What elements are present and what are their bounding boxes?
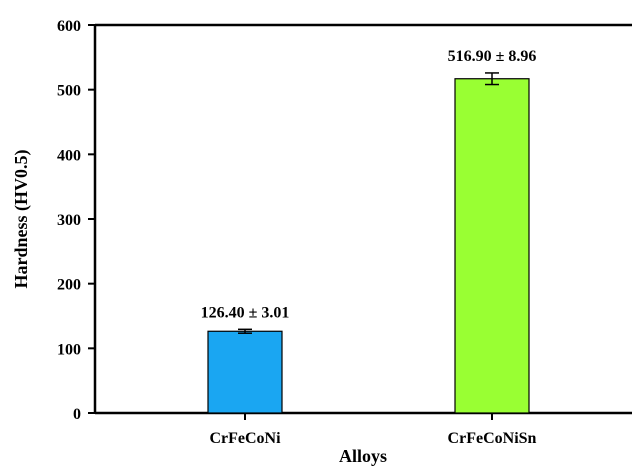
x-tick-label: CrFeCoNiSn: [448, 430, 537, 447]
y-tick-label: 500: [57, 83, 81, 100]
y-axis-ticks: 0 100 200 300 400 500 600: [57, 18, 95, 423]
y-tick-label: 300: [57, 212, 81, 229]
bars: 126.40 ± 3.01 516.90 ± 8.96: [201, 48, 537, 414]
y-tick-label: 200: [57, 277, 81, 294]
y-tick-label: 600: [57, 18, 81, 35]
y-tick-label: 400: [57, 147, 81, 164]
plot-frame: [93, 23, 632, 415]
x-axis-ticks: CrFeCoNi CrFeCoNiSn: [209, 413, 537, 447]
x-tick-label: CrFeCoNi: [209, 430, 281, 447]
bar: [454, 78, 530, 414]
data-label: 516.90 ± 8.96: [448, 48, 537, 65]
data-label: 126.40 ± 3.01: [201, 304, 290, 321]
bar: [207, 330, 283, 414]
x-axis-title: Alloys: [339, 446, 387, 466]
y-tick-label: 0: [73, 406, 81, 423]
y-axis-title: Hardness (HV0.5): [11, 149, 32, 288]
y-tick-label: 100: [57, 341, 81, 358]
